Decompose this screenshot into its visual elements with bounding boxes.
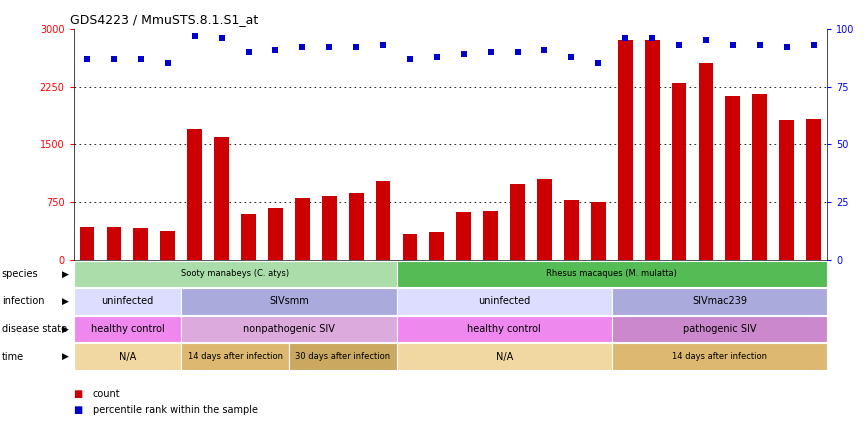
Text: Rhesus macaques (M. mulatta): Rhesus macaques (M. mulatta) (546, 270, 677, 278)
Bar (181, 316, 397, 342)
Text: 14 days after infection: 14 days after infection (672, 352, 767, 361)
Text: nonpathogenic SIV: nonpathogenic SIV (243, 324, 335, 334)
Bar (753, 94, 767, 260)
Bar (591, 202, 605, 260)
Bar (397, 261, 827, 287)
Point (457, 51, 471, 58)
Point (376, 41, 390, 48)
Text: healthy control: healthy control (468, 324, 541, 334)
Bar (322, 196, 337, 260)
Bar (74, 316, 181, 342)
Bar (403, 234, 417, 260)
Bar (456, 212, 471, 260)
Bar (241, 214, 256, 260)
Bar (80, 226, 94, 260)
Point (726, 41, 740, 48)
Bar (74, 343, 181, 370)
Bar (611, 316, 827, 342)
Point (322, 44, 336, 51)
Bar (181, 288, 397, 315)
Bar (806, 119, 821, 260)
Text: N/A: N/A (495, 352, 513, 361)
Point (215, 35, 229, 42)
Text: 14 days after infection: 14 days after infection (188, 352, 282, 361)
Bar (295, 198, 310, 260)
Text: healthy control: healthy control (91, 324, 165, 334)
Text: percentile rank within the sample: percentile rank within the sample (93, 405, 258, 415)
Text: infection: infection (2, 297, 44, 306)
Point (242, 48, 255, 56)
Point (134, 56, 148, 63)
Bar (74, 261, 397, 287)
Text: 30 days after infection: 30 days after infection (295, 352, 391, 361)
Bar (349, 193, 364, 260)
Bar (510, 184, 525, 260)
Text: ■: ■ (74, 405, 83, 415)
Point (484, 48, 498, 56)
Text: Sooty manabeys (C. atys): Sooty manabeys (C. atys) (181, 270, 289, 278)
Point (403, 56, 417, 63)
Point (538, 46, 552, 53)
Text: species: species (2, 269, 38, 279)
Bar (214, 137, 229, 260)
Point (107, 56, 121, 63)
Bar (187, 129, 202, 260)
Text: ■: ■ (74, 389, 83, 399)
Bar (160, 231, 175, 260)
Bar (268, 208, 283, 260)
Bar (376, 181, 391, 260)
Text: SIVsmm: SIVsmm (269, 297, 309, 306)
Text: SIVmac239: SIVmac239 (692, 297, 746, 306)
Text: time: time (2, 352, 24, 361)
Point (430, 53, 443, 60)
Point (161, 60, 175, 67)
Point (672, 41, 686, 48)
Bar (397, 343, 611, 370)
Text: ▶: ▶ (62, 270, 69, 278)
Point (349, 44, 363, 51)
Point (753, 41, 766, 48)
Bar (107, 227, 121, 260)
Point (645, 35, 659, 42)
Text: uninfected: uninfected (478, 297, 530, 306)
Point (779, 44, 793, 51)
Bar (483, 211, 498, 260)
Text: ▶: ▶ (62, 352, 69, 361)
Point (565, 53, 578, 60)
Point (806, 41, 820, 48)
Point (591, 60, 605, 67)
Bar (611, 343, 827, 370)
Text: disease state: disease state (2, 324, 67, 334)
Bar (397, 316, 611, 342)
Bar (289, 343, 397, 370)
Bar (672, 83, 687, 260)
Bar (181, 343, 289, 370)
Point (511, 48, 525, 56)
Point (268, 46, 282, 53)
Text: N/A: N/A (119, 352, 136, 361)
Bar (74, 288, 181, 315)
Text: ▶: ▶ (62, 297, 69, 306)
Bar (699, 63, 714, 260)
Text: uninfected: uninfected (101, 297, 153, 306)
Point (81, 56, 94, 63)
Text: count: count (93, 389, 120, 399)
Bar (726, 96, 740, 260)
Bar (430, 232, 444, 260)
Bar (779, 120, 794, 260)
Point (295, 44, 309, 51)
Bar (397, 288, 611, 315)
Bar (617, 40, 633, 260)
Text: pathogenic SIV: pathogenic SIV (682, 324, 756, 334)
Bar (611, 288, 827, 315)
Point (699, 37, 713, 44)
Bar (133, 228, 148, 260)
Text: GDS4223 / MmuSTS.8.1.S1_at: GDS4223 / MmuSTS.8.1.S1_at (70, 13, 258, 26)
Bar (644, 40, 660, 260)
Bar (537, 179, 552, 260)
Point (188, 32, 202, 40)
Bar (564, 201, 578, 260)
Point (618, 35, 632, 42)
Text: ▶: ▶ (62, 325, 69, 333)
